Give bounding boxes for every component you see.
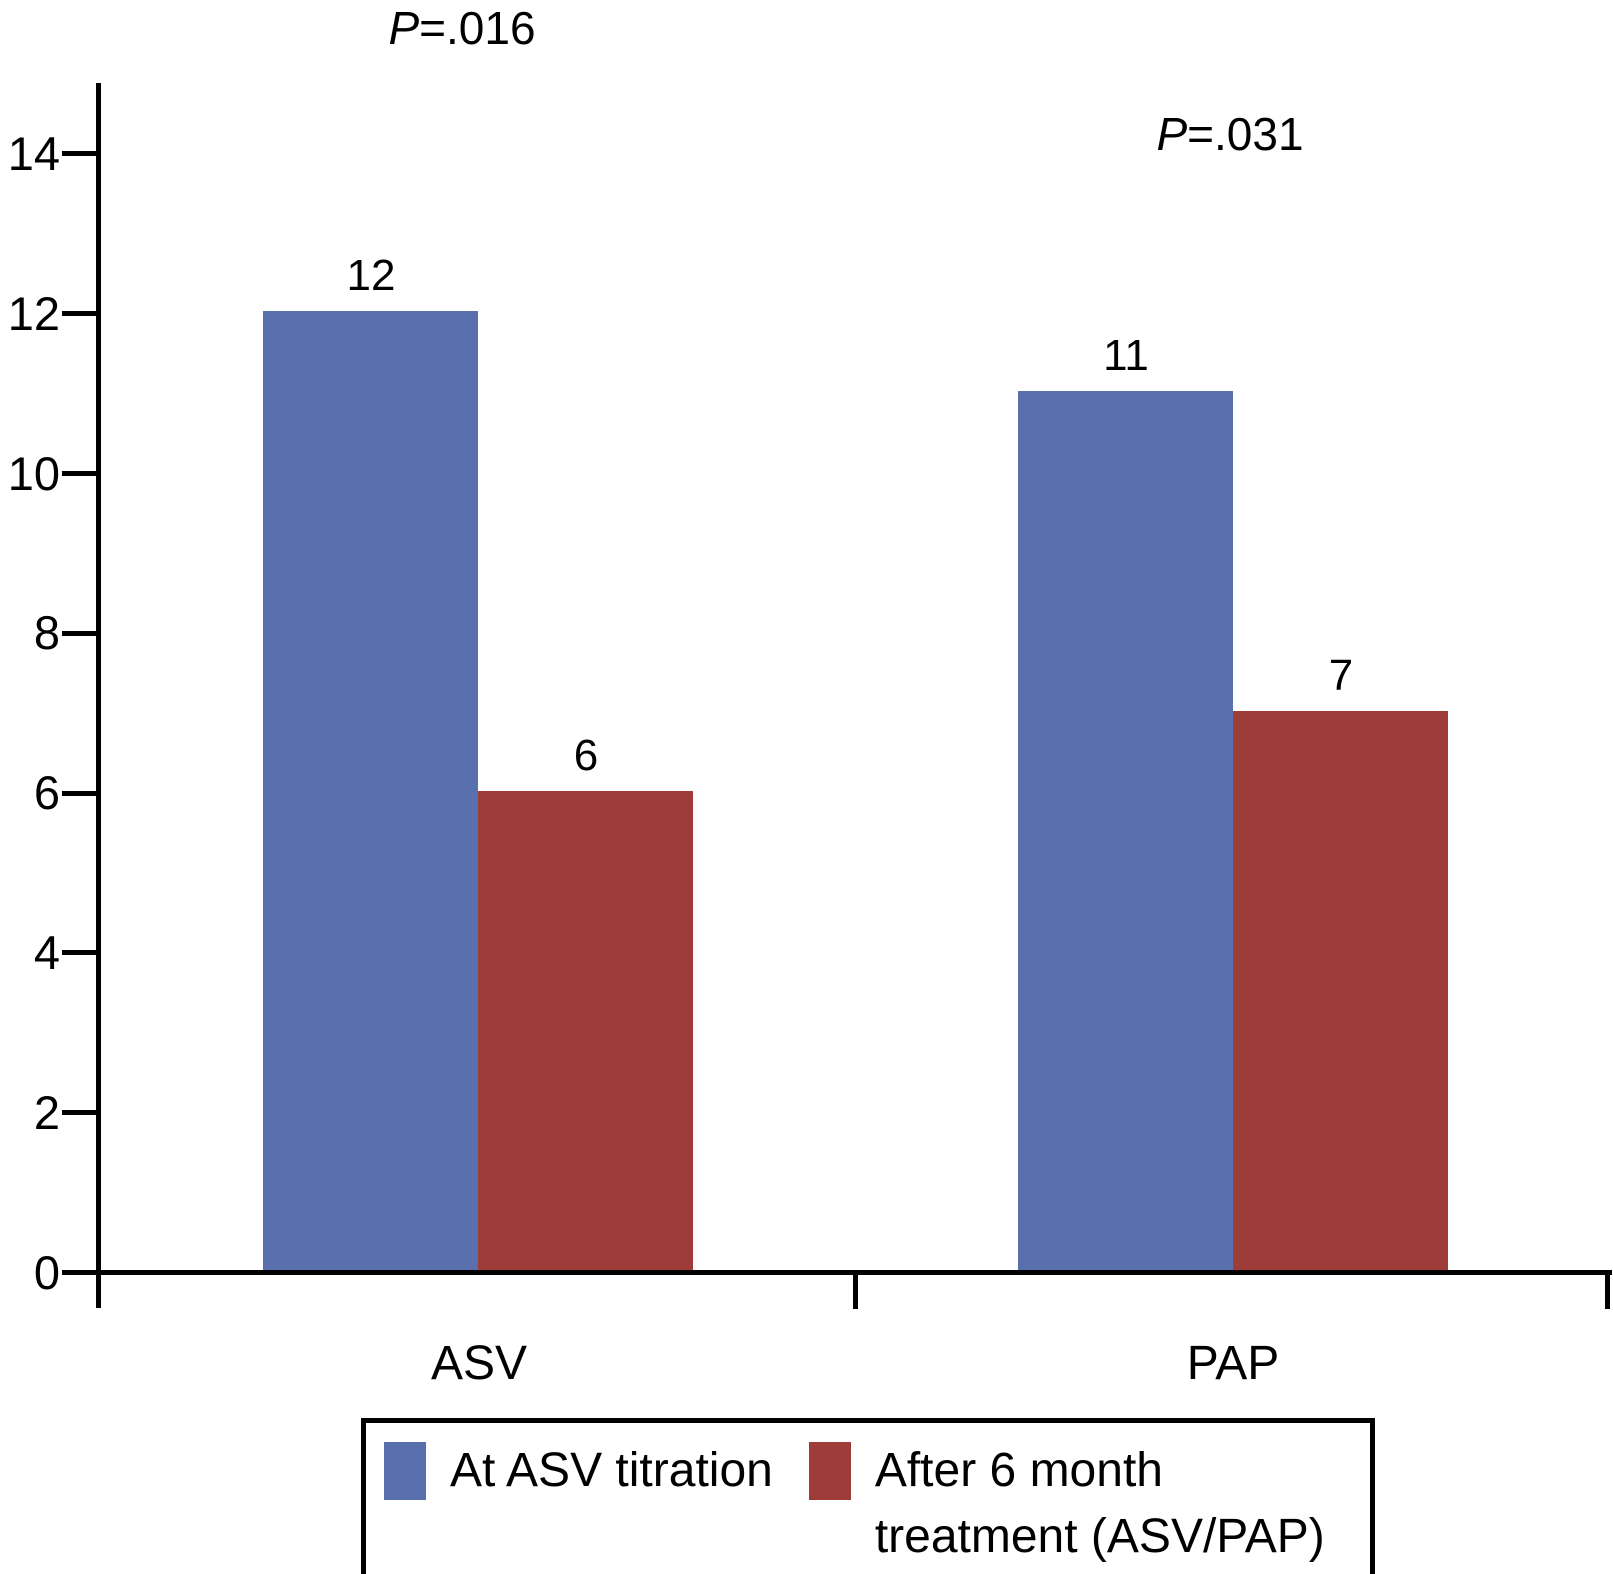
x-axis-tick bbox=[1605, 1273, 1610, 1309]
x-axis-tick bbox=[853, 1273, 858, 1309]
bar-asv-after-6-month-treatment-asv-pap bbox=[478, 791, 693, 1270]
p-value-text: =.016 bbox=[419, 2, 536, 54]
p-value-annotation-asv: P=.016 bbox=[388, 2, 535, 54]
y-axis-tick bbox=[62, 1110, 96, 1115]
legend-swatch-at-asv-titration bbox=[384, 1442, 426, 1500]
x-category-label-pap: PAP bbox=[1186, 1337, 1280, 1390]
bar-value-label-pap-at-asv-titration: 11 bbox=[1103, 331, 1149, 380]
legend-swatch-after-6-month-treatment bbox=[808, 1442, 851, 1500]
bar-pap-after-6-month-treatment-asv-pap bbox=[1233, 711, 1448, 1270]
y-axis-tick bbox=[62, 791, 96, 796]
legend: At ASV titration After 6 month treatment… bbox=[361, 1418, 1375, 1574]
y-axis-tick-label: 10 bbox=[7, 447, 60, 500]
p-value-text: =.031 bbox=[1187, 108, 1304, 160]
legend-label-line: After 6 month bbox=[874, 1444, 1163, 1497]
y-axis-tick-label: 8 bbox=[33, 606, 60, 659]
bar-value-label-asv-at-asv-titration: 12 bbox=[346, 251, 396, 300]
y-axis-tick-label: 12 bbox=[7, 287, 60, 340]
legend-label-after-6-month-treatment: After 6 month treatment (ASV/PAP) bbox=[875, 1438, 1325, 1570]
y-axis-tick bbox=[62, 950, 96, 955]
y-axis-tick bbox=[62, 151, 96, 156]
bar-asv-at-asv-titration bbox=[263, 311, 478, 1270]
y-axis-tick bbox=[62, 311, 96, 316]
y-axis-tick bbox=[62, 1270, 96, 1275]
y-axis-tick bbox=[62, 631, 96, 636]
y-axis-tick bbox=[62, 471, 96, 476]
x-axis-line bbox=[97, 1270, 1612, 1275]
y-axis-tick-label: 2 bbox=[33, 1086, 60, 1139]
legend-label-line: At ASV titration bbox=[450, 1444, 773, 1497]
bar-value-label-asv-after-6-month-treatment-asv-pap: 6 bbox=[573, 731, 599, 780]
x-category-label-asv: ASV bbox=[430, 1337, 528, 1390]
legend-label-at-asv-titration: At ASV titration bbox=[450, 1438, 773, 1504]
legend-label-line: treatment (ASV/PAP) bbox=[874, 1510, 1325, 1563]
bar-pap-at-asv-titration bbox=[1018, 391, 1233, 1270]
bar-value-label-pap-after-6-month-treatment-asv-pap: 7 bbox=[1328, 651, 1354, 700]
y-axis-tick-label: 6 bbox=[33, 766, 60, 819]
p-symbol: P bbox=[1156, 108, 1188, 160]
y-axis-line bbox=[96, 83, 101, 1308]
legend-entry-at-asv-titration: At ASV titration bbox=[384, 1438, 773, 1504]
p-symbol: P bbox=[388, 2, 420, 54]
legend-entry-after-6-month-treatment: After 6 month treatment (ASV/PAP) bbox=[808, 1438, 1325, 1570]
y-axis-tick-label: 0 bbox=[33, 1246, 60, 1299]
y-axis-tick-label: 14 bbox=[7, 127, 60, 180]
p-value-annotation-pap: P=.031 bbox=[1156, 108, 1303, 160]
y-axis-tick-label: 4 bbox=[33, 926, 60, 979]
